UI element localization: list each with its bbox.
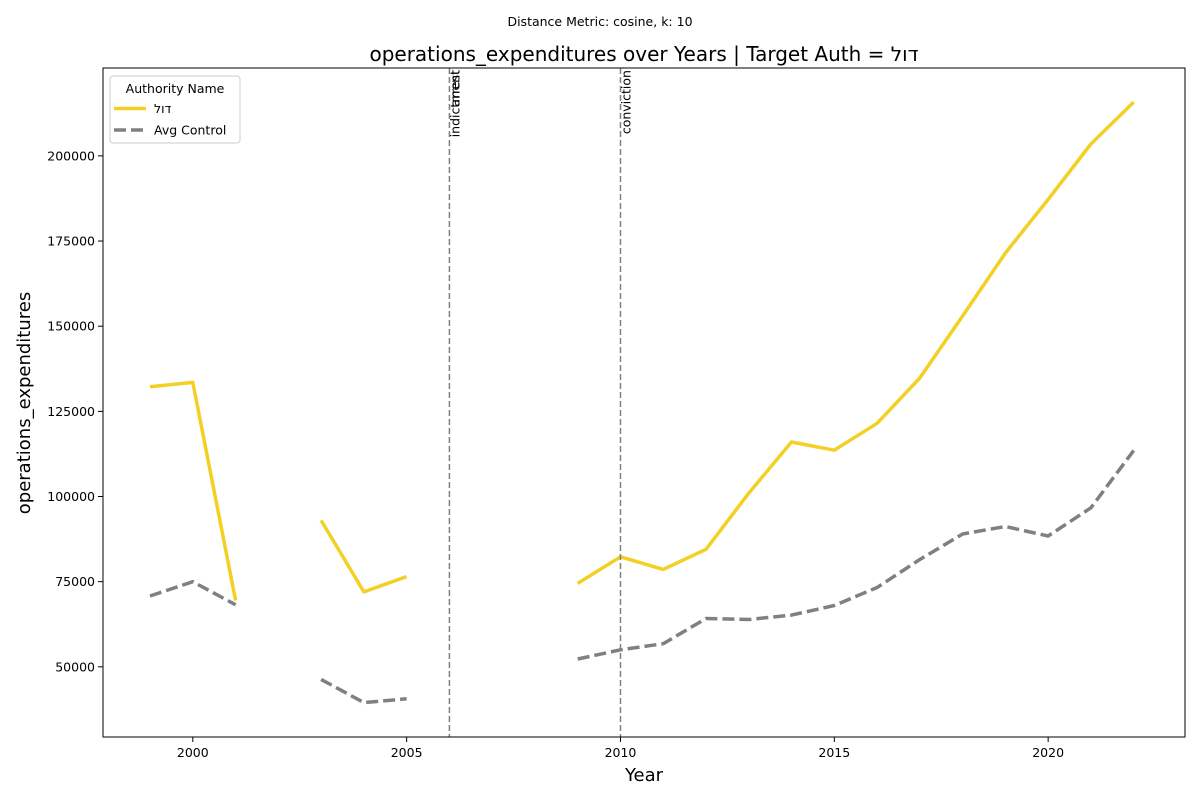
legend-label-avg-control: Avg Control [154,123,226,138]
y-axis-ticks: 50000 75000 100000 125000 150000 175000 200000 [47,148,103,674]
x-tick-label: 2005 [391,745,423,760]
series-line-avg-control [577,449,1136,661]
y-tick-label: 150000 [47,319,95,334]
x-tick-label: 2020 [1032,745,1064,760]
y-axis-label: operations_expenditures [14,292,35,514]
legend-box [109,75,241,144]
y-tick-label: 50000 [55,659,95,674]
legend-title: Authority Name [126,81,225,96]
series-line-target [319,519,408,594]
series-layer [149,100,1136,705]
event-label: arrest [447,70,462,107]
chart-title: operations_expenditures over Years | Tar… [369,42,918,66]
event-label: indictment [447,70,462,137]
series-line-target [576,100,1135,585]
y-tick-label: 125000 [47,404,95,419]
x-axis-ticks: 2000 2005 2010 2015 2020 [177,737,1064,760]
y-tick-label: 75000 [55,574,95,589]
event-label: conviction [618,70,633,134]
x-tick-label: 2010 [605,745,637,760]
x-axis-label: Year [624,765,664,786]
y-tick-label: 200000 [47,148,95,163]
series-line-target [149,380,238,601]
chart-suptitle: Distance Metric: cosine, k: 10 [507,14,692,29]
plot-area-frame [102,67,1186,738]
legend-label-target: דול [154,101,172,116]
x-tick-label: 2015 [818,745,850,760]
series-line-avg-control [149,579,237,607]
x-tick-label: 2000 [177,745,209,760]
series-line-avg-control [320,677,407,705]
y-tick-label: 175000 [47,234,95,249]
y-tick-label: 100000 [47,489,95,504]
legend: Authority Name דול Avg Control [109,75,241,144]
